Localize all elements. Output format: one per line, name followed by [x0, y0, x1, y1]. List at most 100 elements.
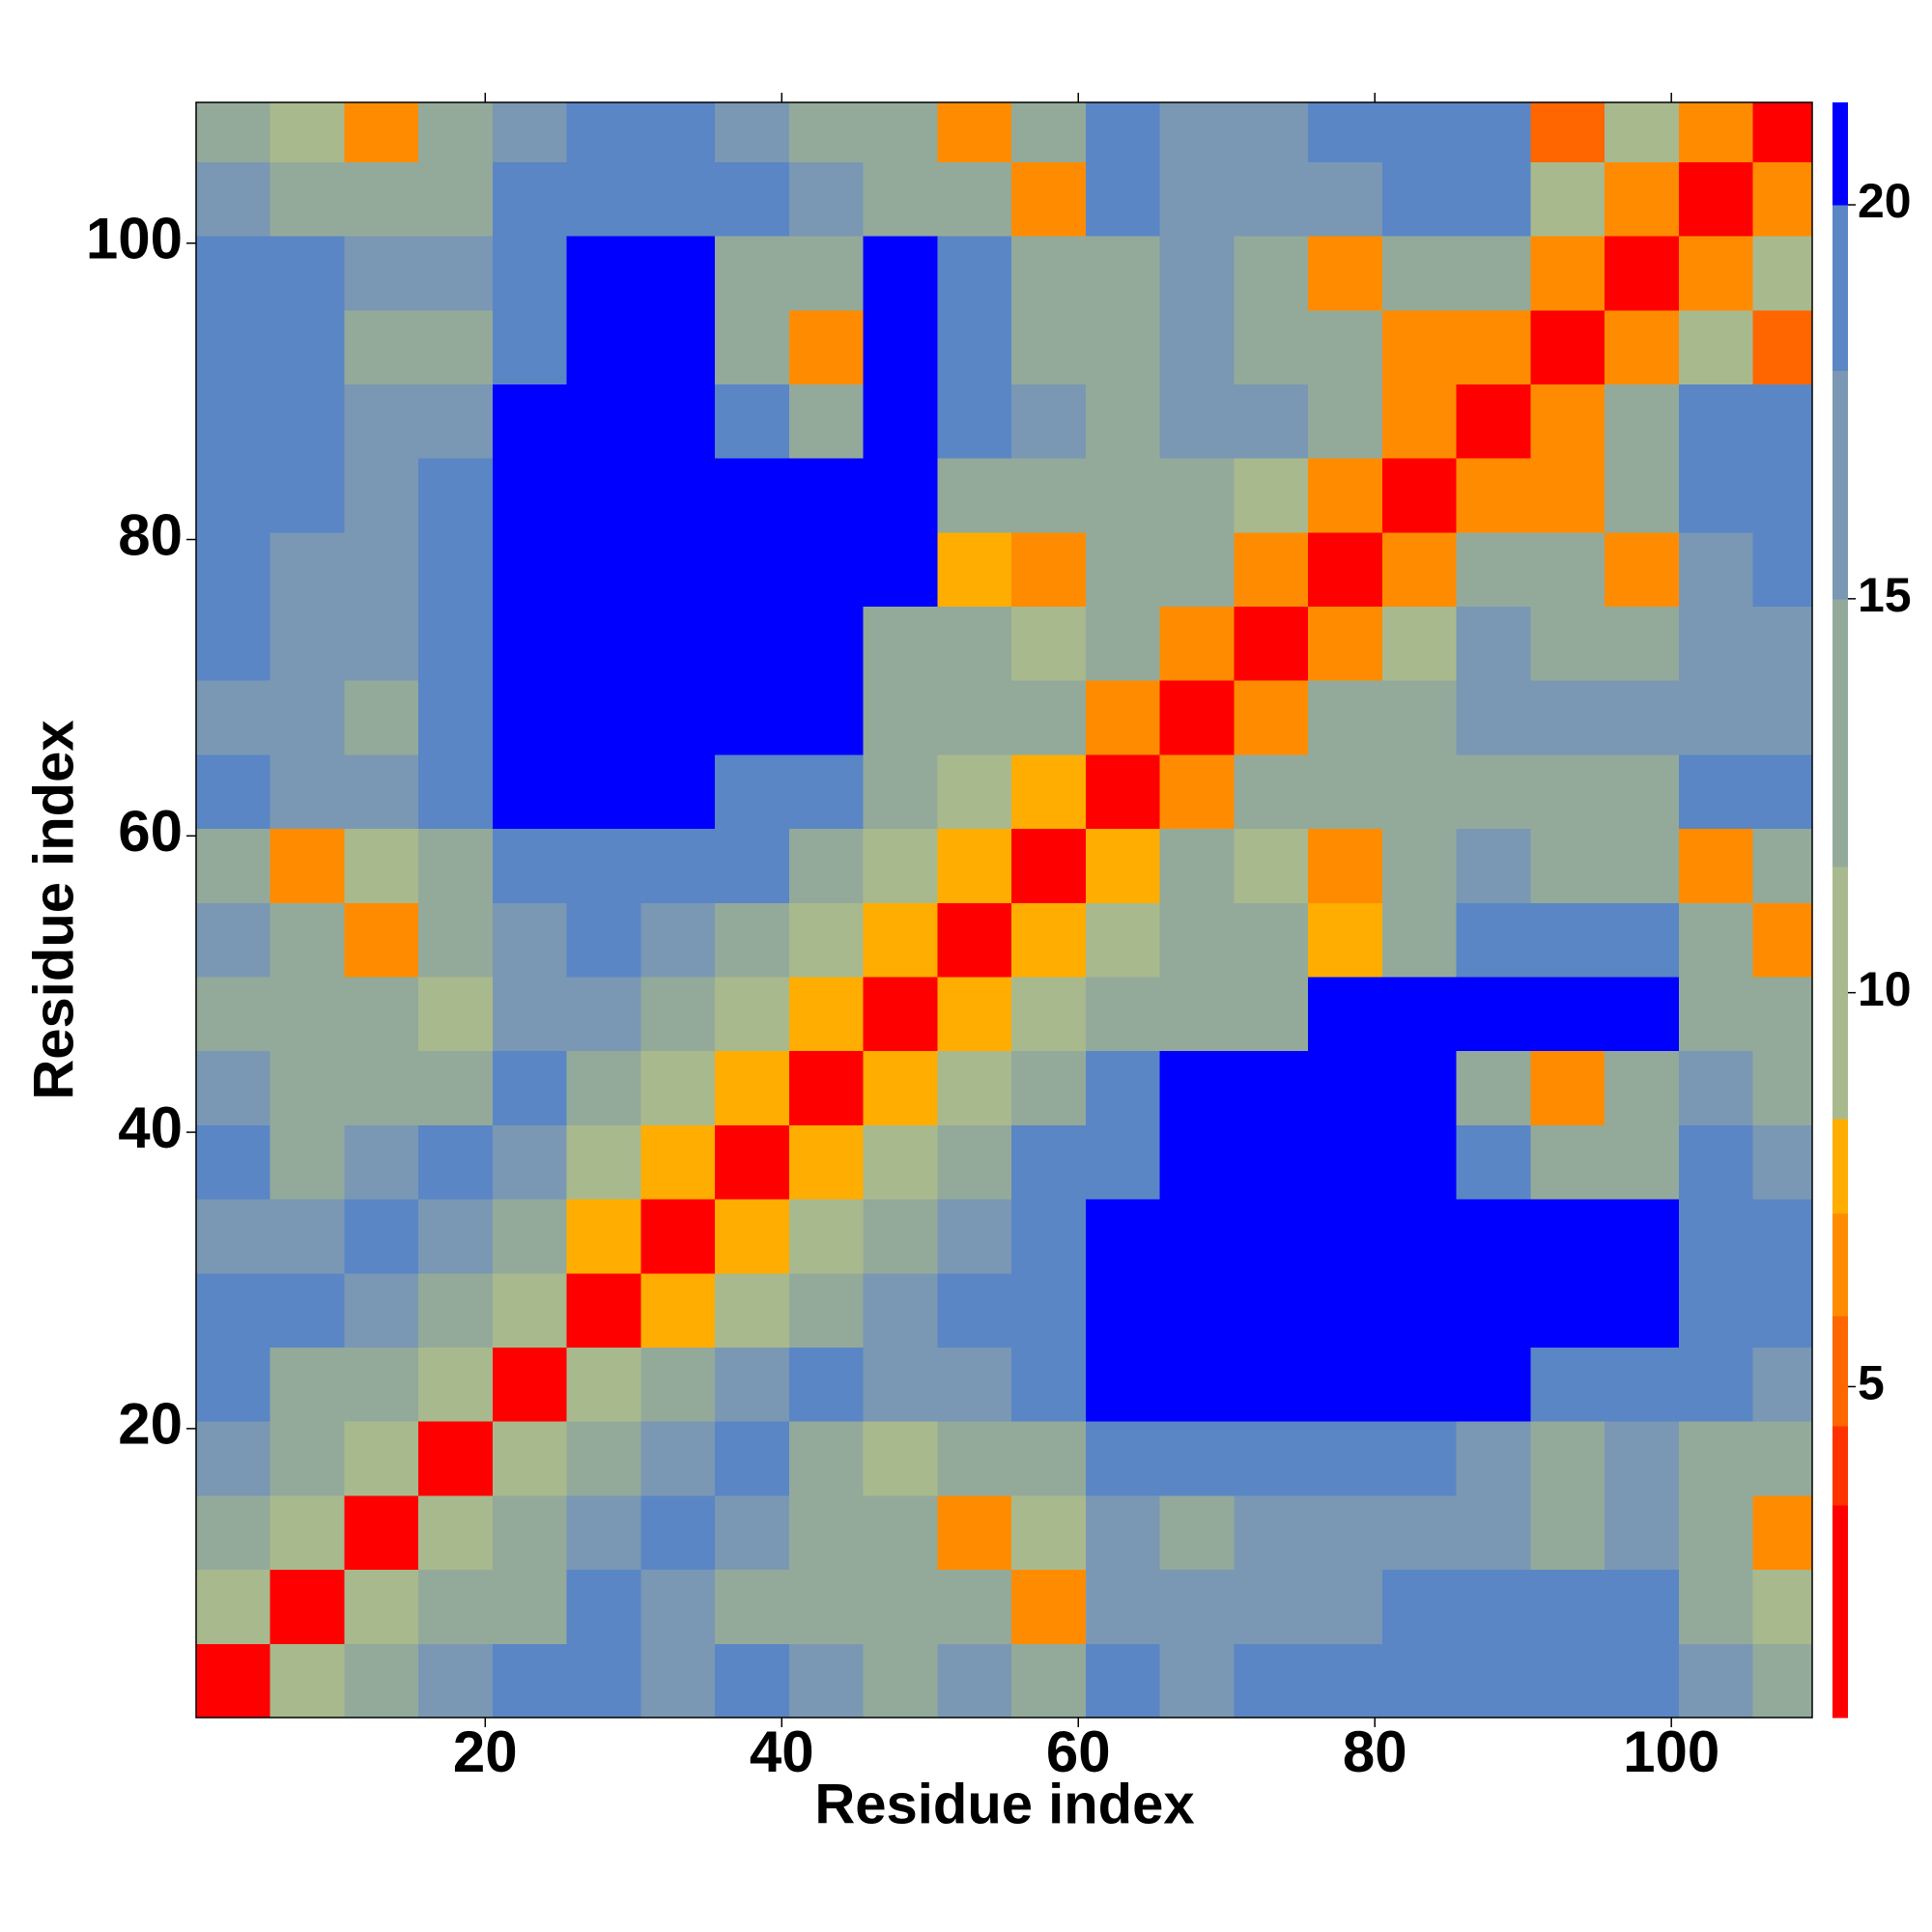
- cell: [344, 384, 419, 459]
- cell: [1234, 1347, 1309, 1422]
- cell: [492, 1494, 568, 1571]
- cell: [715, 753, 790, 830]
- cell: [937, 458, 1012, 533]
- cell: [640, 1569, 716, 1644]
- cell: [788, 1199, 865, 1274]
- cell: [1234, 1494, 1309, 1571]
- cell: [196, 1272, 271, 1349]
- cell: [492, 1124, 568, 1200]
- cell: [1456, 828, 1531, 903]
- cell: [640, 902, 716, 978]
- x-tick-label: 20: [453, 1719, 518, 1784]
- cell: [418, 384, 494, 459]
- cell: [344, 828, 419, 903]
- cell: [1530, 1050, 1605, 1125]
- cell: [1530, 1494, 1605, 1571]
- cell: [1159, 977, 1235, 1052]
- cell: [640, 458, 716, 533]
- cell: [344, 1199, 419, 1274]
- cell: [492, 531, 568, 608]
- cell: [566, 1347, 641, 1422]
- cell: [1678, 236, 1754, 311]
- cell: [344, 753, 419, 830]
- cell: [1085, 1050, 1161, 1125]
- cell: [344, 1272, 419, 1349]
- cell: [1605, 1199, 1680, 1274]
- cell: [715, 309, 790, 384]
- cell: [196, 384, 271, 459]
- cell: [344, 1050, 419, 1125]
- cell: [1752, 1272, 1812, 1349]
- cell: [1159, 1050, 1235, 1125]
- cell: [492, 1421, 568, 1496]
- cell: [196, 753, 271, 830]
- cell: [418, 1347, 494, 1422]
- cell: [640, 384, 716, 459]
- cell: [788, 1421, 865, 1496]
- cell: [1011, 1494, 1087, 1571]
- cell: [344, 1569, 419, 1644]
- cell: [1381, 458, 1458, 533]
- cell: [640, 753, 716, 830]
- cell: [566, 384, 641, 459]
- cell: [1234, 1569, 1309, 1644]
- cell: [270, 1050, 345, 1125]
- cell: [1605, 606, 1680, 681]
- cell: [1678, 1421, 1754, 1496]
- cell: [1234, 1643, 1309, 1718]
- cell: [418, 680, 494, 755]
- cell: [1308, 1272, 1383, 1349]
- cell: [788, 828, 865, 903]
- cell: [1530, 236, 1605, 311]
- cell: [418, 1124, 494, 1200]
- cell: [418, 1643, 494, 1718]
- cell: [566, 309, 641, 384]
- cell: [1011, 1199, 1087, 1274]
- cell: [270, 1124, 345, 1200]
- cell: [1530, 309, 1605, 384]
- cell: [1678, 384, 1754, 459]
- cell: [1605, 1494, 1680, 1571]
- cell: [1308, 1643, 1383, 1718]
- colorbar-segment: [1833, 1426, 1848, 1506]
- cell: [1159, 161, 1235, 237]
- cell: [863, 977, 938, 1052]
- cell: [640, 680, 716, 755]
- cell: [863, 902, 938, 978]
- cell: [196, 1494, 271, 1571]
- cell: [1381, 161, 1458, 237]
- cell: [1678, 458, 1754, 533]
- cell: [937, 1569, 1012, 1644]
- cell: [1678, 1569, 1754, 1644]
- cell: [418, 309, 494, 384]
- cell: [418, 1569, 494, 1644]
- cell: [1011, 309, 1087, 384]
- cell: [1456, 753, 1531, 830]
- cell: [1085, 309, 1161, 384]
- cell: [270, 902, 345, 978]
- cell: [344, 1124, 419, 1200]
- cell: [1234, 458, 1309, 533]
- cell: [788, 1272, 865, 1349]
- cell: [788, 1494, 865, 1571]
- cell: [1234, 753, 1309, 830]
- cell: [418, 1050, 494, 1125]
- cell: [418, 606, 494, 681]
- cell: [196, 1124, 271, 1200]
- cell: [1011, 902, 1087, 978]
- cell: [270, 1569, 345, 1644]
- cell: [863, 458, 938, 533]
- cell: [1752, 161, 1812, 237]
- cell: [1234, 236, 1309, 311]
- cell: [715, 458, 790, 533]
- cell: [1752, 606, 1812, 681]
- cell: [1530, 1421, 1605, 1496]
- colorbar-segment: [1833, 867, 1848, 1120]
- cell: [937, 606, 1012, 681]
- colorbar-segment: [1833, 102, 1848, 206]
- cell: [344, 236, 419, 311]
- cell: [492, 1643, 568, 1718]
- cell: [1159, 531, 1235, 608]
- cell: [1678, 1643, 1754, 1718]
- cell: [863, 384, 938, 459]
